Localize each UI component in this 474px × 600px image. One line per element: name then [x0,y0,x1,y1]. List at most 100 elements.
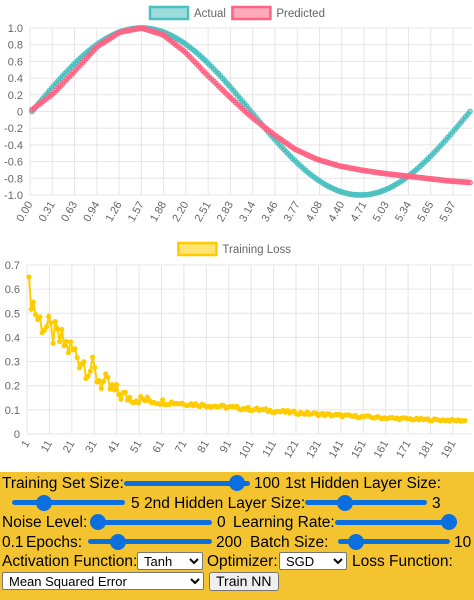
y-tick-label: 0.2 [8,90,23,102]
loss-function-select[interactable]: Mean Squared Error [2,571,204,590]
y-tick-label: 0.1 [5,405,20,417]
x-tick-label: 41 [106,439,123,456]
data-point [50,340,56,346]
data-point [114,382,120,388]
legend-label: Training Loss [222,244,291,256]
data-point [107,386,113,392]
x-tick-label: 21 [61,439,78,456]
data-point [462,417,468,424]
training-set-size-slider[interactable] [124,474,250,492]
y-tick-label: -0.8 [4,173,23,185]
learning-rate-value: 0.1 [2,533,24,551]
activation-function-label: Activation Function: [2,553,138,571]
x-tick-label: 3.77 [282,200,303,225]
y-tick-label: 0 [17,107,23,119]
hidden-layer-1-slider[interactable] [12,493,125,512]
y-tick-label: 0.4 [5,332,20,344]
y-tick-label: 0.4 [8,73,23,85]
x-tick-label: 161 [372,439,392,461]
data-point [41,327,47,333]
data-point [63,338,69,345]
data-point [81,359,87,365]
controls-panel: Training Set Size: 100 1st Hidden Layer … [0,472,474,600]
data-point [98,385,104,392]
data-point [59,326,65,333]
data-point [68,339,74,345]
training-set-size-label: Training Set Size: [2,475,124,492]
optimizer-select[interactable]: SGD [279,552,347,571]
epochs-label: Epochs: [26,533,83,551]
x-tick-label: 0.00 [14,200,35,225]
y-tick-label: 1.0 [8,23,23,35]
data-point [127,394,133,400]
data-point [57,338,63,345]
legend-label: Actual [194,8,226,20]
optimizer-label: Optimizer: [207,553,278,571]
y-tick-label: 0.6 [5,284,20,296]
hidden-layer-2-value: 3 [432,494,441,512]
x-tick-label: 91 [218,439,235,456]
y-tick-label: 0.5 [5,308,20,320]
legend-swatch [177,241,218,257]
noise-level-slider[interactable] [90,513,212,532]
batch-size-value: 10 [454,533,472,551]
x-tick-label: 71 [173,439,190,456]
x-tick-label: 2.51 [193,200,214,225]
legend-swatch [231,5,272,21]
data-point [111,387,118,393]
learning-rate-slider[interactable] [335,513,457,532]
hidden-layer-2-slider[interactable] [305,493,427,512]
x-tick-label: 81 [195,439,212,456]
x-tick-label: 61 [151,439,168,456]
x-tick-label: 191 [439,439,459,461]
data-point [467,108,473,115]
x-tick-label: 1.26 [104,200,125,225]
y-tick-label: 0.3 [5,357,20,369]
x-tick-label: 4.40 [326,200,347,225]
y-tick-label: 0.2 [5,381,20,393]
y-tick-label: 0.8 [8,40,23,52]
data-point [43,324,50,330]
data-point [100,378,107,385]
data-point [30,299,36,305]
x-tick-label: 31 [83,439,100,456]
y-tick-label: 0.7 [5,260,20,272]
data-point [76,365,82,371]
data-point [96,378,102,384]
data-point [467,179,473,186]
x-tick-label: 121 [282,439,302,461]
loss-chart-svg: Training Loss 0.7 0.6 0.5 0.4 0.3 0.2 0.1 0 1 11 21… [5,241,472,461]
x-tick-label: 5.34 [393,200,414,225]
x-tick-label: 51 [128,439,145,456]
train-nn-button[interactable]: Train NN [209,571,279,591]
loss-chart: Training Loss 0.7 0.6 0.5 0.4 0.3 0.2 0.1 0 1 11 21… [0,238,474,470]
data-point [52,319,58,325]
data-point [118,396,124,402]
x-tick-label: 5.65 [415,200,436,225]
x-tick-label: 1.57 [126,200,147,225]
activation-function-select[interactable]: Tanh [137,552,203,571]
function-chart: Actual Predicted 1.0 0.8 0.6 0.4 0.2 0 -0.2 -0.4 -… [0,0,474,232]
data-point [74,355,80,361]
y-tick-label: -0.2 [4,123,23,135]
epochs-slider[interactable] [88,532,212,551]
x-tick-label: 111 [260,439,279,459]
data-point [48,320,54,326]
x-tick-label: 3.14 [237,200,258,225]
x-tick-label: 5.97 [438,200,459,225]
y-tick-label: -0.4 [4,140,23,152]
legend-swatch [148,5,190,21]
noise-level-label: Noise Level: [2,514,88,532]
learning-rate-label: Learning Rate: [233,514,335,532]
x-tick-label: 1 [19,439,32,450]
y-tick-label: 0 [14,429,20,441]
batch-size-slider[interactable] [338,532,450,551]
data-point [46,313,52,320]
legend-label: Predicted [276,8,325,20]
batch-size-label: Batch Size: [250,533,329,551]
training-set-size-value: 100 [254,475,280,492]
data-point [61,343,67,349]
data-point [157,401,164,407]
epochs-value: 200 [216,533,242,551]
data-point [26,274,32,280]
